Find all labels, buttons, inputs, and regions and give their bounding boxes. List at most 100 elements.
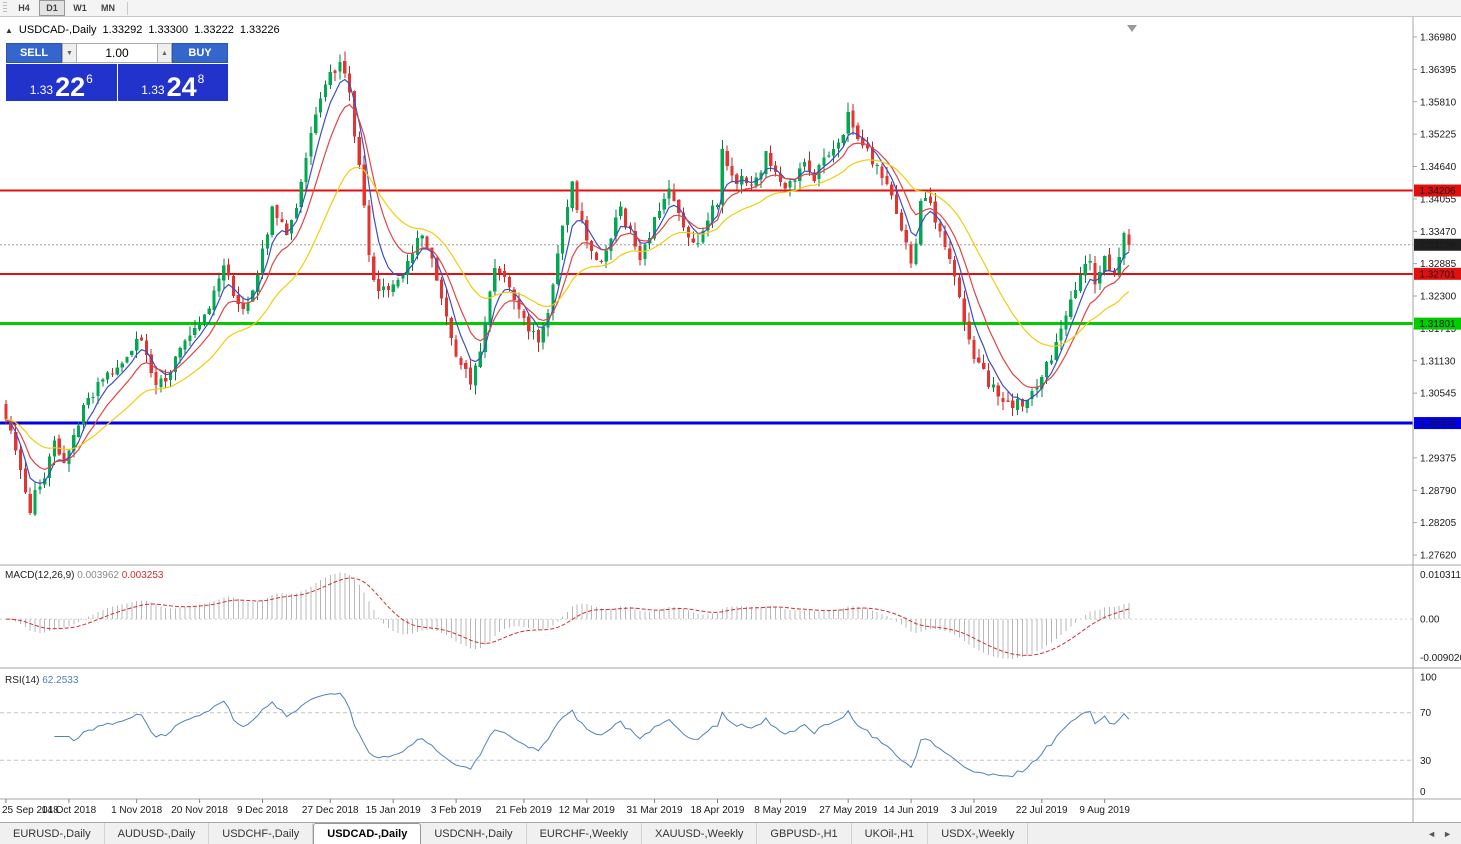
svg-text:1.30004: 1.30004 bbox=[1419, 419, 1456, 430]
svg-text:1.36395: 1.36395 bbox=[1420, 65, 1457, 76]
rsi-axis-0: 0 bbox=[1420, 787, 1426, 798]
svg-text:1.30545: 1.30545 bbox=[1420, 389, 1457, 400]
svg-text:1.35225: 1.35225 bbox=[1420, 130, 1457, 141]
chart-tab-audusd-daily[interactable]: AUDUSD-,Daily bbox=[105, 823, 210, 844]
timeframe-buttons: H4 D1 W1 MN bbox=[11, 0, 121, 16]
moving-average-25 bbox=[5, 159, 1130, 450]
ohlc-close: 1.33226 bbox=[239, 24, 280, 36]
toolbar-drag-handle[interactable] bbox=[3, 2, 7, 14]
macd-histogram bbox=[10, 572, 1130, 659]
svg-text:1.32701: 1.32701 bbox=[1419, 269, 1456, 280]
chart-tab-usdchf-daily[interactable]: USDCHF-,Daily bbox=[209, 823, 314, 844]
svg-text:1.34206: 1.34206 bbox=[1419, 186, 1456, 197]
price-chart[interactable]: 1.36980 1.36395 1.35810 1.35225 1.34640 1.340… bbox=[0, 17, 1461, 822]
svg-text:3 Feb 2019: 3 Feb 2019 bbox=[431, 805, 482, 816]
svg-text:8 May 2019: 8 May 2019 bbox=[754, 805, 807, 816]
svg-text:3 Jul 2019: 3 Jul 2019 bbox=[951, 805, 998, 816]
one-click-trading-panel: SELL ▼ ▲ BUY 1.33 22 6 1.33 24 8 bbox=[6, 43, 228, 101]
chart-tabbar: EURUSD-,Daily AUDUSD-,Daily USDCHF-,Daily U… bbox=[0, 822, 1461, 844]
axis-label-1.32701: 1.32701 bbox=[1414, 267, 1461, 280]
ohlc-low: 1.33222 bbox=[194, 24, 234, 36]
svg-text:12 Mar 2019: 12 Mar 2019 bbox=[559, 805, 616, 816]
svg-text:1.33226: 1.33226 bbox=[1419, 240, 1456, 251]
volume-decrease-button[interactable]: ▼ bbox=[62, 43, 77, 63]
sell-big-figure: 1.33 bbox=[29, 83, 54, 97]
rsi-axis-100: 100 bbox=[1420, 673, 1437, 684]
svg-text:1.28205: 1.28205 bbox=[1420, 518, 1457, 529]
rsi-line bbox=[54, 692, 1130, 778]
svg-text:1.32885: 1.32885 bbox=[1420, 259, 1457, 270]
svg-text:1.28790: 1.28790 bbox=[1420, 486, 1457, 497]
svg-text:1.34055: 1.34055 bbox=[1420, 194, 1457, 205]
current-price-label: 1.33226 bbox=[1414, 238, 1461, 251]
chart-tab-usdcnh-daily[interactable]: USDCNH-,Daily bbox=[421, 823, 527, 844]
svg-text:20 Nov 2018: 20 Nov 2018 bbox=[171, 805, 228, 816]
svg-text:14 Jun 2019: 14 Jun 2019 bbox=[884, 805, 939, 816]
candlesticks[interactable] bbox=[4, 51, 1131, 517]
ohlc-high: 1.33300 bbox=[148, 24, 189, 36]
buy-pips: 24 bbox=[166, 72, 197, 103]
chart-tabs: EURUSD-,Daily AUDUSD-,Daily USDCHF-,Daily U… bbox=[0, 823, 1418, 844]
volume-input[interactable] bbox=[77, 43, 157, 63]
timeframe-h4[interactable]: H4 bbox=[18, 3, 30, 13]
svg-text:1.36980: 1.36980 bbox=[1420, 33, 1457, 44]
macd-axis-max: 0.010311 bbox=[1420, 570, 1461, 581]
rsi-axis-30: 30 bbox=[1420, 756, 1432, 767]
collapse-arrow-icon[interactable]: ▲ bbox=[5, 25, 13, 35]
timeframe-mn[interactable]: MN bbox=[101, 3, 115, 13]
sell-pipette: 6 bbox=[86, 72, 93, 86]
axis-label-1.34206: 1.34206 bbox=[1414, 184, 1461, 197]
timeframe-toolbar: H4 D1 W1 MN bbox=[0, 0, 1461, 17]
moving-average-10 bbox=[5, 103, 1130, 471]
chart-tab-eurusd-daily[interactable]: EURUSD-,Daily bbox=[0, 823, 105, 844]
chart-tab-ukoil-h1[interactable]: UKOil-,H1 bbox=[852, 823, 929, 844]
chart-tab-gbpusd-h1[interactable]: GBPUSD-,H1 bbox=[757, 823, 852, 844]
buy-price-display[interactable]: 1.33 24 8 bbox=[117, 64, 228, 103]
timeframe-w1[interactable]: W1 bbox=[73, 3, 87, 13]
axis-label-1.30004: 1.30004 bbox=[1414, 417, 1461, 430]
svg-text:1.27620: 1.27620 bbox=[1420, 551, 1457, 562]
sell-price-display[interactable]: 1.33 22 6 bbox=[6, 64, 117, 101]
buy-button[interactable]: BUY bbox=[172, 43, 228, 63]
chart-tab-usdcad-daily[interactable]: USDCAD-,Daily bbox=[313, 823, 422, 844]
rsi-axis-70: 70 bbox=[1420, 708, 1432, 719]
macd-label: MACD(12,26,9) 0.003962 0.003253 bbox=[5, 570, 164, 581]
svg-text:1.31801: 1.31801 bbox=[1419, 319, 1456, 330]
tab-scroll-left-icon[interactable]: ◄ bbox=[1427, 828, 1437, 839]
svg-text:27 May 2019: 27 May 2019 bbox=[819, 805, 877, 816]
axis-label-1.31801: 1.31801 bbox=[1414, 317, 1461, 330]
ohlc-open: 1.33292 bbox=[102, 24, 143, 36]
macd-signal-line bbox=[5, 577, 1130, 656]
macd-axis-min: -0.009020 bbox=[1420, 653, 1461, 664]
chart-window: 1.36980 1.36395 1.35810 1.35225 1.34640 1.340… bbox=[0, 17, 1461, 822]
tab-scroll-right-icon[interactable]: ► bbox=[1443, 828, 1452, 839]
svg-text:22 Jul 2019: 22 Jul 2019 bbox=[1016, 805, 1068, 816]
chart-tab-usdx-weekly[interactable]: USDX-,Weekly bbox=[928, 823, 1029, 844]
svg-text:21 Feb 2019: 21 Feb 2019 bbox=[496, 805, 553, 816]
svg-text:1.33470: 1.33470 bbox=[1420, 227, 1457, 238]
rsi-label: RSI(14) 62.2533 bbox=[5, 675, 79, 686]
sell-button[interactable]: SELL bbox=[6, 43, 62, 63]
toolbar-separator bbox=[127, 1, 128, 15]
volume-increase-button[interactable]: ▲ bbox=[157, 43, 172, 63]
chart-ohlc-header: ▲ USDCAD-,Daily 1.33292 1.33300 1.33222 … bbox=[5, 24, 280, 36]
svg-text:1.34640: 1.34640 bbox=[1420, 162, 1457, 173]
moving-average-5 bbox=[5, 78, 1130, 485]
svg-text:15 Jan 2019: 15 Jan 2019 bbox=[366, 805, 421, 816]
svg-text:1 Nov 2018: 1 Nov 2018 bbox=[111, 805, 163, 816]
svg-text:25 Sep 2018: 25 Sep 2018 bbox=[2, 805, 59, 816]
bar-shift-marker[interactable] bbox=[1127, 25, 1137, 32]
svg-text:1.31130: 1.31130 bbox=[1420, 356, 1456, 367]
svg-text:18 Apr 2019: 18 Apr 2019 bbox=[691, 805, 745, 816]
buy-pipette: 8 bbox=[197, 72, 205, 86]
tab-scroll-arrows: ◄ ► bbox=[1418, 823, 1461, 844]
svg-text:9 Dec 2018: 9 Dec 2018 bbox=[237, 805, 289, 816]
chart-symbol: USDCAD-,Daily bbox=[18, 24, 97, 36]
svg-text:27 Dec 2018: 27 Dec 2018 bbox=[302, 805, 359, 816]
svg-text:1.29375: 1.29375 bbox=[1420, 453, 1457, 464]
chart-tab-xauusd-weekly[interactable]: XAUUSD-,Weekly bbox=[642, 823, 758, 844]
chart-tab-eurchf-weekly[interactable]: EURCHF-,Weekly bbox=[527, 823, 642, 844]
timeframe-d1[interactable]: D1 bbox=[39, 0, 65, 16]
svg-text:1.32300: 1.32300 bbox=[1420, 292, 1457, 303]
